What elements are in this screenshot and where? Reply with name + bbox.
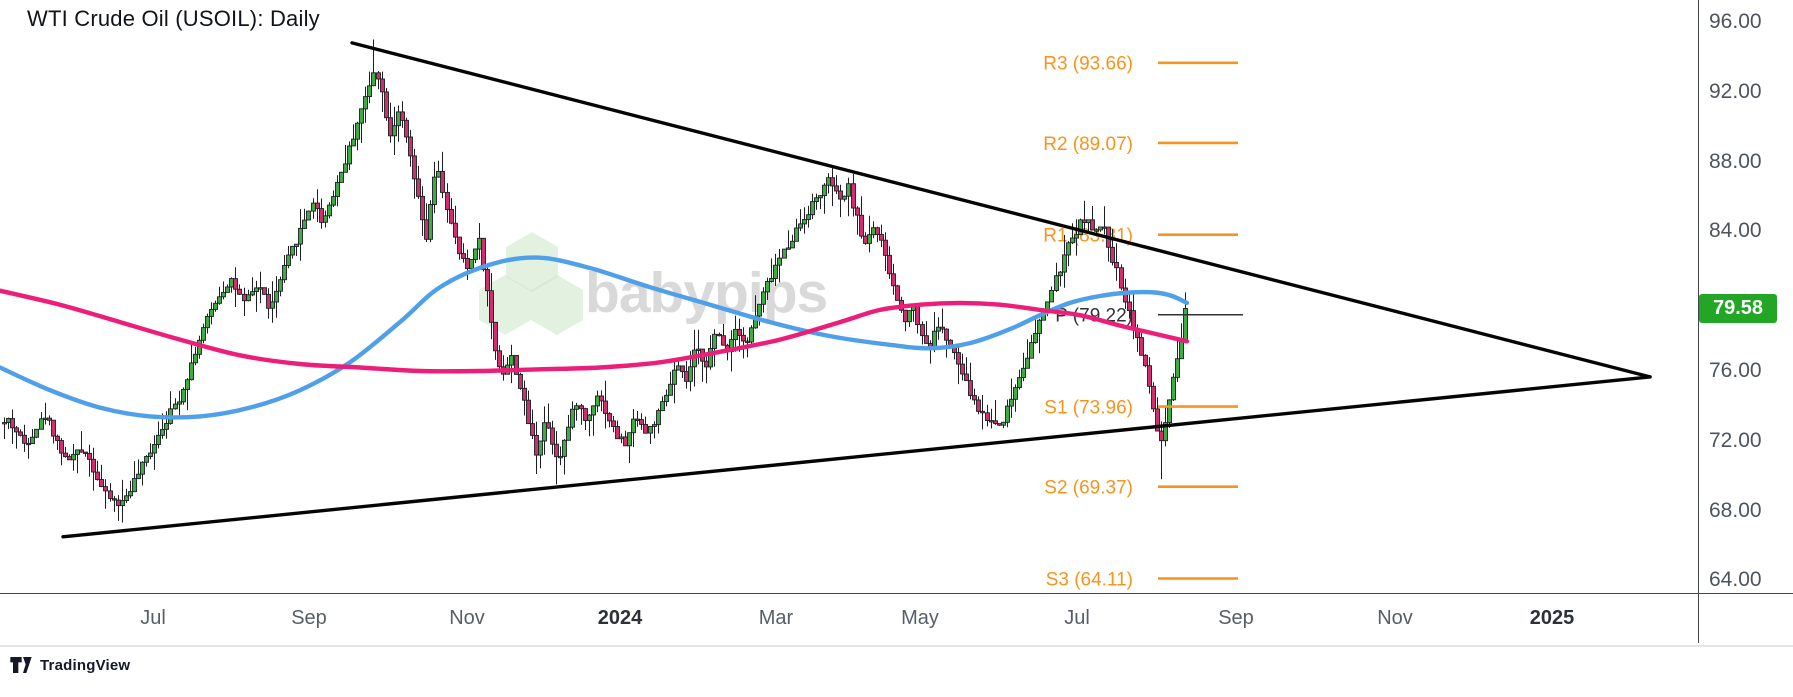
ma-blue[interactable] <box>0 255 1190 420</box>
lower-trendline[interactable] <box>61 375 1652 539</box>
time-tick[interactable]: Nov <box>449 607 485 629</box>
chart-title: WTI Crude Oil (USOIL): Daily <box>27 6 320 31</box>
last-price-badge: 79.58 <box>1699 294 1777 324</box>
time-tick[interactable]: Jul <box>1064 607 1090 629</box>
pivot-labels: R3 (93.66)R2 (89.07)R1 (83.81)P (79.22)S… <box>1043 54 1133 591</box>
pivot-label-s3: S3 (64.11) <box>1046 569 1133 590</box>
time-tick[interactable]: Sep <box>1218 607 1254 629</box>
babypips-hexagon <box>531 275 583 335</box>
ma-pink[interactable] <box>0 288 1190 374</box>
axis-corner <box>1698 594 1699 643</box>
price-tick[interactable]: 92.00 <box>1709 79 1762 103</box>
price-tick[interactable]: 84.00 <box>1709 219 1762 243</box>
price-tick[interactable]: 64.00 <box>1709 568 1762 592</box>
price-tick[interactable]: 68.00 <box>1709 498 1762 522</box>
price-tick[interactable]: 76.00 <box>1709 359 1762 382</box>
price-tick[interactable]: 88.00 <box>1709 149 1762 173</box>
time-tick[interactable]: Nov <box>1377 607 1413 629</box>
pivot-label-r2: R2 (89.07) <box>1043 134 1133 155</box>
time-tick[interactable]: Jul <box>140 607 166 629</box>
tradingview-attribution[interactable]: TradingView <box>9 655 130 675</box>
time-axis[interactable]: Jul Sep Nov 2024 Mar May Jul Sep Nov 2025 <box>0 593 1793 647</box>
pivot-label-s1: S1 (73.96) <box>1044 397 1133 418</box>
candlestick-series <box>2 39 1188 523</box>
time-tick[interactable]: 2025 <box>1529 607 1575 629</box>
time-tick[interactable]: Sep <box>291 607 327 629</box>
tradingview-label: TradingView <box>40 656 131 674</box>
tradingview-logo-icon <box>10 657 32 673</box>
price-tick[interactable]: 96.00 <box>1709 10 1762 33</box>
price-axis[interactable]: 79.58 96.00 92.00 88.00 84.00 76.00 72.00 68.0… <box>1698 0 1793 593</box>
time-tick[interactable]: May <box>901 607 939 629</box>
time-tick[interactable]: Mar <box>758 607 794 629</box>
time-tick[interactable]: 2024 <box>597 607 643 629</box>
babypips-watermark-text: babypips <box>585 261 827 325</box>
pivot-label-p: P (79.22) <box>1055 306 1133 327</box>
babypips-watermark: babypips <box>479 232 828 335</box>
upper-trendline[interactable] <box>350 41 1652 379</box>
babypips-hexagon <box>506 232 558 292</box>
pivot-lines <box>1158 61 1243 580</box>
price-tick[interactable]: 72.00 <box>1709 428 1762 452</box>
pivot-label-r3: R3 (93.66) <box>1043 54 1133 75</box>
pivot-label-s2: S2 (69.37) <box>1044 478 1133 499</box>
